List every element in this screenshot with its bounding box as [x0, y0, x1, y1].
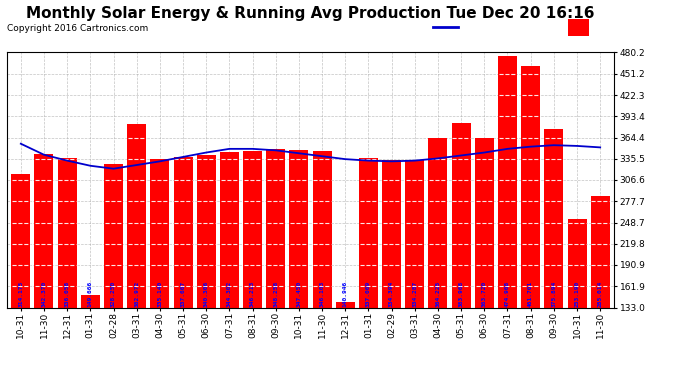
Text: Copyright 2016 Cartronics.com: Copyright 2016 Cartronics.com	[7, 24, 148, 33]
Text: 149.666: 149.666	[88, 280, 93, 307]
Text: 253.190: 253.190	[575, 280, 580, 307]
Text: 346.103: 346.103	[319, 280, 324, 307]
Text: 383.968: 383.968	[459, 280, 464, 307]
Text: 346.213: 346.213	[250, 280, 255, 307]
Bar	[197, 155, 216, 308]
Text: Monthly Solar Energy & Running Avg Production Tue Dec 20 16:16: Monthly Solar Energy & Running Avg Produ…	[26, 6, 595, 21]
Text: 347.450: 347.450	[297, 280, 302, 307]
Text: 140.946: 140.946	[343, 280, 348, 307]
Bar	[58, 158, 77, 308]
Bar	[498, 56, 517, 308]
Text: Monthly  (kWh): Monthly (kWh)	[593, 22, 667, 32]
Text: 328.250: 328.250	[111, 280, 116, 307]
FancyBboxPatch shape	[569, 19, 589, 36]
Text: 337.667: 337.667	[181, 280, 186, 307]
Bar	[567, 219, 586, 308]
Text: 344.302: 344.302	[227, 280, 232, 307]
Bar	[405, 160, 424, 308]
Bar	[34, 154, 54, 308]
Text: 340.306: 340.306	[204, 280, 208, 307]
Bar	[452, 123, 471, 308]
Bar	[104, 164, 123, 308]
Text: 348.258: 348.258	[273, 280, 278, 307]
Text: 461.701: 461.701	[528, 280, 533, 307]
Text: 382.972: 382.972	[134, 280, 139, 307]
Bar	[521, 66, 540, 308]
Bar	[243, 151, 262, 308]
Text: 334.287: 334.287	[413, 280, 417, 307]
Bar	[150, 159, 169, 308]
Bar	[359, 158, 378, 308]
Bar	[220, 152, 239, 308]
Text: 285.014: 285.014	[598, 280, 602, 307]
Bar	[266, 149, 285, 308]
Text: 342.370: 342.370	[41, 280, 46, 307]
Text: 335.140: 335.140	[157, 280, 162, 307]
Bar	[475, 138, 494, 308]
Bar	[544, 129, 563, 308]
Text: 334.394: 334.394	[389, 280, 394, 307]
Bar	[382, 160, 401, 308]
Text: 474.968: 474.968	[505, 280, 510, 307]
Text: Average  (kWh): Average (kWh)	[464, 22, 537, 32]
Bar	[289, 150, 308, 308]
Bar	[81, 295, 100, 307]
Bar	[173, 157, 193, 308]
Text: 337.069: 337.069	[366, 280, 371, 307]
Bar	[313, 151, 332, 308]
Bar	[336, 302, 355, 307]
Bar	[591, 196, 610, 308]
Text: 314.175: 314.175	[19, 280, 23, 307]
Text: 336.058: 336.058	[65, 280, 70, 307]
Bar	[127, 124, 146, 308]
Text: 375.894: 375.894	[551, 280, 556, 307]
Bar	[428, 138, 448, 308]
Bar	[11, 174, 30, 308]
Text: 364.225: 364.225	[435, 280, 440, 307]
Text: 363.720: 363.720	[482, 280, 487, 307]
